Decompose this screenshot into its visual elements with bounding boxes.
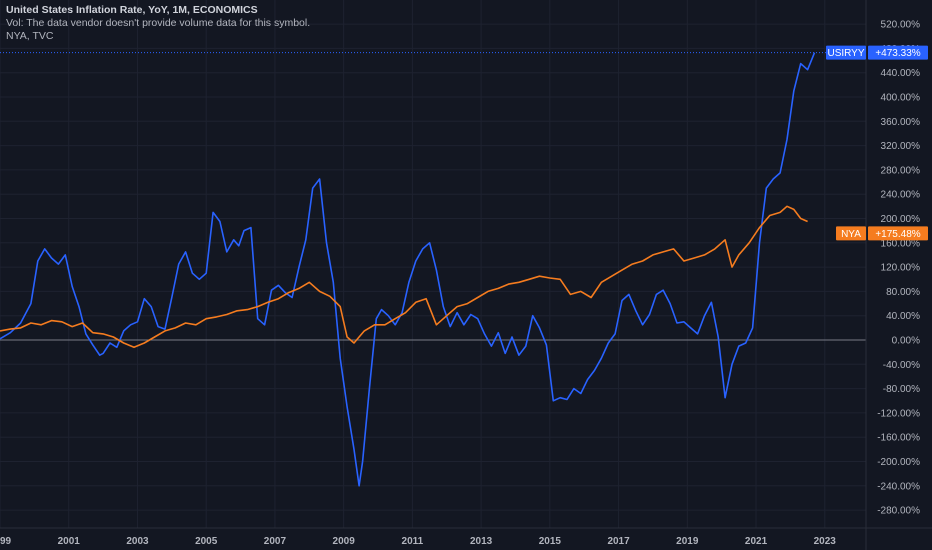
y-tick-label: 0.00% [892, 336, 920, 347]
last-value-badges: USIRYY +473.33% NYA +175.48% [826, 45, 928, 241]
badge-series-name: USIRYY [827, 48, 864, 59]
x-tick-label: 2003 [126, 536, 149, 547]
y-tick-label: 520.00% [881, 20, 921, 31]
x-tick-label: 2001 [58, 536, 81, 547]
y-tick-label: 280.00% [881, 165, 921, 176]
badge-value-bg [868, 226, 928, 241]
y-tick-label: -80.00% [883, 384, 920, 395]
series-line-nya[interactable] [0, 205, 808, 349]
y-tick-label: 320.00% [881, 141, 921, 152]
badge-name-bg [836, 226, 866, 241]
badge-series-name: NYA [841, 229, 861, 240]
y-axis[interactable]: 520.00%480.00%440.00%400.00%360.00%320.0… [865, 0, 921, 550]
y-tick-label: 160.00% [881, 238, 921, 249]
y-tick-label: 440.00% [881, 68, 921, 79]
y-tick-label: -200.00% [877, 457, 920, 468]
x-tick-label: 2013 [470, 536, 493, 547]
badge-name-bg [826, 45, 866, 60]
y-tick-label: 400.00% [881, 93, 921, 104]
y-tick-label: -160.00% [877, 433, 920, 444]
y-tick-label: 200.00% [881, 214, 921, 225]
x-tick-label: 1999 [0, 536, 12, 547]
x-tick-label: 2009 [333, 536, 356, 547]
badge-value-bg [868, 45, 928, 60]
x-tick-label: 2017 [607, 536, 630, 547]
y-tick-label: 80.00% [886, 287, 920, 298]
badge-value: +473.33% [875, 48, 920, 59]
y-tick-label: -120.00% [877, 408, 920, 419]
y-tick-label: -240.00% [877, 481, 920, 492]
x-tick-label: 2015 [539, 536, 562, 547]
y-tick-label: 40.00% [886, 311, 920, 322]
x-tick-label: 2007 [264, 536, 287, 547]
series-layer [0, 52, 866, 487]
y-tick-label: 360.00% [881, 117, 921, 128]
badge-value: +175.48% [875, 229, 920, 240]
y-tick-label: -280.00% [877, 506, 920, 517]
x-tick-label: 2019 [676, 536, 699, 547]
legend-title[interactable]: United States Inflation Rate, YoY, 1M, E… [6, 4, 258, 16]
x-tick-label: 2011 [402, 536, 424, 547]
x-tick-label: 2005 [195, 536, 218, 547]
chart-legend[interactable]: United States Inflation Rate, YoY, 1M, E… [6, 4, 310, 43]
x-tick-label: 2021 [745, 536, 768, 547]
legend-compare-symbol[interactable]: NYA, TVC [6, 30, 54, 42]
legend-volume-note: Vol: The data vendor doesn't provide vol… [6, 17, 311, 29]
y-tick-label: 240.00% [881, 190, 921, 201]
x-tick-label: 2023 [814, 536, 837, 547]
y-tick-label: -40.00% [883, 360, 920, 371]
badge-nya: NYA +175.48% [836, 226, 928, 241]
badge-usiryy: USIRYY +473.33% [826, 45, 928, 60]
series-line-usiryy[interactable] [0, 52, 816, 487]
y-tick-label: 120.00% [881, 263, 921, 274]
x-axis[interactable]: 1999 2001 2003 2005 2007 2009 2011 2013 2015 2017… [0, 527, 932, 547]
